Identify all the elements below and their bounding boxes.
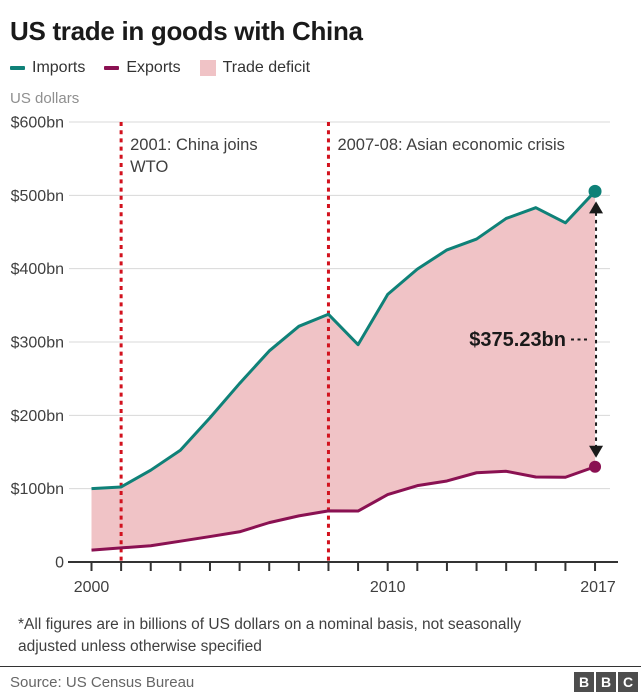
footnote-line-1: *All figures are in billions of US dolla…: [18, 616, 522, 633]
y-tick-label: $100bn: [11, 481, 64, 498]
y-tick-label: $500bn: [11, 188, 64, 205]
footnote-line-2: adjusted unless otherwise specified: [18, 638, 262, 655]
trade-deficit-swatch-icon: [199, 60, 216, 76]
y-tick-label: $300bn: [11, 335, 64, 352]
imports-swatch-icon: [10, 66, 25, 70]
source-attribution: Source: US Census Bureau: [10, 674, 195, 691]
y-tick-label: 0: [55, 555, 64, 572]
footer-divider: [0, 666, 641, 667]
y-axis-unit-label: US dollars: [10, 90, 80, 107]
imports-line: [91, 190, 597, 491]
event-annotation-2001: 2001: China joins: [130, 136, 258, 154]
bbc-logo-c: C: [618, 672, 638, 692]
trade-area-chart: $600bn $500bn $400bn $300bn $200bn $100bn 0 200…: [11, 115, 618, 596]
imports-endpoint-dot: [588, 184, 602, 198]
y-tick-label: $400bn: [11, 261, 64, 278]
bbc-logo-b2: B: [596, 672, 616, 692]
chart-footnote: *All figures are in billions of US dolla…: [18, 614, 521, 658]
y-tick-label: $600bn: [11, 115, 64, 132]
event-annotation-2001: WTO: [130, 158, 168, 176]
bbc-logo-b1: B: [574, 672, 594, 692]
legend-label-imports: Imports: [32, 59, 86, 76]
legend-item-imports: Imports: [10, 59, 85, 77]
exports-line: [91, 465, 596, 552]
trade-deficit-area: [91, 191, 596, 551]
deficit-value-label: $375.23bn: [469, 329, 566, 351]
bbc-logo: B B C: [574, 672, 638, 692]
x-tick-label: 2000: [74, 579, 110, 596]
x-tick-label: 2010: [370, 579, 406, 596]
page-title: US trade in goods with China: [10, 16, 363, 46]
deficit-arrow-head-up: [589, 201, 604, 214]
x-tick-label: 2017: [580, 579, 616, 596]
legend-item-trade-deficit: Trade deficit: [199, 59, 311, 77]
legend-item-exports: Exports: [104, 59, 181, 77]
legend-label-trade-deficit: Trade deficit: [222, 59, 311, 76]
deficit-arrow-head-down: [589, 445, 604, 458]
exports-endpoint-dot: [589, 460, 602, 473]
event-annotation-2008: 2007-08: Asian economic crisis: [337, 136, 564, 154]
chart-legend: Imports Exports Trade deficit: [10, 59, 310, 77]
y-tick-label: $200bn: [11, 408, 64, 425]
exports-swatch-icon: [104, 66, 120, 70]
legend-label-exports: Exports: [126, 59, 181, 76]
